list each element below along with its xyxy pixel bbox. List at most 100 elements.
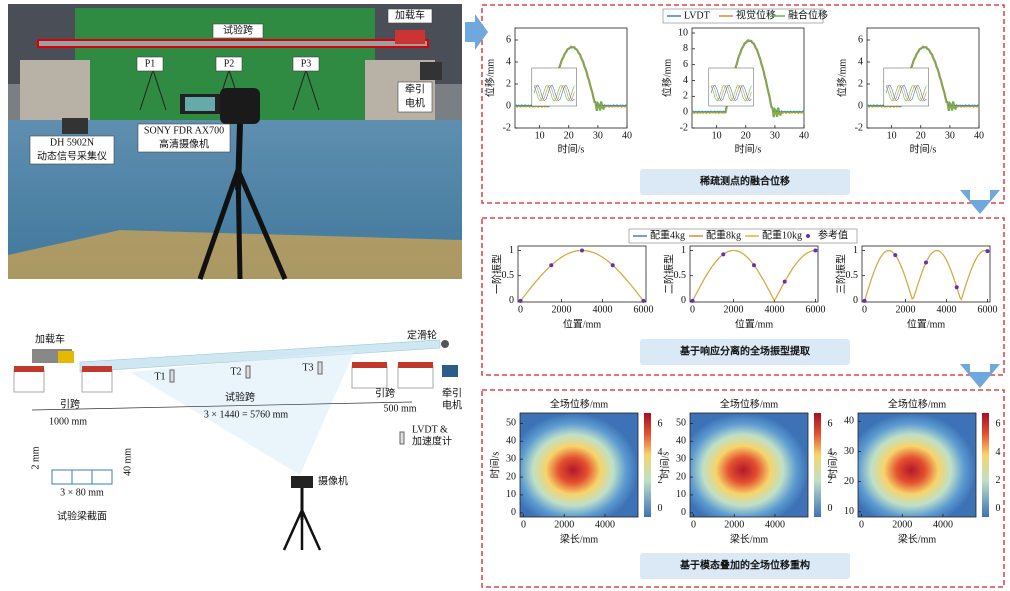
y-tick-label: 30 [506, 453, 516, 464]
x-axis-label: 梁长/mm [560, 532, 599, 545]
reference-point [641, 298, 646, 303]
caption: 基于模态叠加的全场位移重构 [679, 558, 810, 571]
label-box [136, 56, 164, 72]
plot-title: 全场位移/mm [720, 397, 779, 410]
y-tick-label: 0 [506, 100, 511, 111]
y-axis-label: 位移/mm [835, 59, 848, 98]
label: 动态信号采集仪 [37, 149, 107, 162]
y-tick-label: 2 [683, 91, 688, 102]
caption: 稀疏测点的融合位移 [700, 174, 790, 187]
x-axis-label: 时间/s [558, 142, 585, 155]
y-tick-label: 0 [511, 507, 516, 518]
label: 牵引 [405, 83, 425, 95]
y-tick-label: 6 [858, 34, 863, 45]
y-tick-label: 0 [509, 295, 514, 306]
x-tick-label: 10 [887, 130, 897, 141]
colorbar-tick: 6 [828, 419, 833, 430]
x-tick-label: 0 [859, 519, 864, 530]
label: 电机 [442, 398, 462, 411]
legend-label: 参考值 [818, 228, 848, 241]
legend-label: 配重8kg [706, 228, 741, 241]
x-axis-label: 时间/s [735, 142, 762, 155]
label: 摄像机 [318, 474, 348, 487]
plot-title: 全场位移/mm [888, 397, 947, 410]
target-label: T3 [302, 362, 313, 373]
y-axis-label: 一阶振型 [490, 254, 503, 294]
heatmap [690, 413, 808, 517]
plot-frame [866, 27, 980, 129]
legend-box [628, 228, 858, 244]
x-tick-label: 4000 [936, 304, 956, 315]
y-tick-label: 8 [683, 43, 688, 54]
inset-curve [533, 84, 575, 102]
colorbar-tick: 0 [996, 503, 1001, 514]
y-axis-label: 二阶振型 [662, 254, 675, 294]
legend-label: LVDT [684, 10, 710, 21]
x-tick-label: 20 [564, 130, 574, 141]
inset-curve [710, 85, 752, 102]
reference-point [813, 248, 818, 253]
x-tick-label: 2000 [554, 519, 574, 530]
label: 加载车 [35, 332, 65, 345]
y-tick-label: 1 [509, 245, 514, 256]
x-tick-label: 2000 [896, 304, 916, 315]
y-tick-label: 10 [506, 489, 516, 500]
mode-curve [864, 249, 988, 302]
x-tick-label: 2000 [552, 304, 572, 315]
inset-curve [885, 85, 927, 102]
lvdt-curve [692, 40, 804, 113]
y-tick-label: -2 [680, 122, 688, 133]
y-tick-label: 50 [676, 418, 686, 429]
x-tick-label: 6000 [977, 304, 997, 315]
label: 加载车 [395, 8, 425, 21]
reference-point [752, 263, 756, 268]
colorbar [814, 413, 821, 517]
x-tick-label: 4000 [933, 519, 953, 530]
colorbar [982, 413, 989, 517]
label-box [29, 135, 115, 165]
y-tick-label: 30 [844, 446, 854, 457]
x-axis-label: 位置/mm [735, 317, 774, 330]
colorbar-tick: 0 [828, 503, 833, 514]
legend-marker [806, 234, 810, 238]
caption: 基于响应分离的全场振型提取 [679, 344, 811, 357]
label-box [292, 56, 320, 72]
y-tick-label: 40 [506, 436, 516, 447]
label: 3 × 1440 = 5760 mm [204, 409, 289, 420]
x-tick-label: 2000 [892, 519, 912, 530]
colorbar-tick: 2 [828, 475, 833, 486]
label: 试验梁截面 [57, 509, 107, 522]
reference-point [954, 285, 959, 290]
y-tick-label: 50 [506, 418, 516, 429]
plot-frame [519, 412, 639, 518]
reference-point [549, 263, 554, 268]
label: LVDT & [412, 424, 448, 435]
y-tick-label: 0.5 [674, 270, 687, 281]
label: 500 mm [383, 403, 416, 414]
label-box [397, 81, 433, 113]
label: 电机 [405, 96, 425, 109]
colorbar-tick: 4 [828, 447, 833, 458]
plot-frame [689, 245, 819, 303]
y-tick-label: 40 [844, 416, 854, 427]
y-tick-label: 0.5 [502, 270, 515, 281]
y-tick-label: 0.5 [846, 270, 859, 281]
label: 牵引 [442, 387, 462, 399]
x-axis-label: 时间/s [910, 142, 937, 155]
label: SONY FDR AX700 [144, 125, 224, 136]
plot-frame [861, 245, 991, 303]
x-tick-label: 0 [691, 519, 696, 530]
x-tick-label: 4000 [592, 304, 612, 315]
y-tick-label: 0 [683, 106, 688, 117]
x-tick-label: 4000 [764, 304, 784, 315]
x-tick-label: 0 [862, 304, 867, 315]
mode-curve [692, 250, 816, 302]
label: 高清摄像机 [159, 137, 209, 150]
reference-point [924, 260, 928, 265]
y-axis-label: 位移/mm [483, 59, 496, 98]
inset-curve [710, 84, 752, 102]
x-axis-label: 位置/mm [563, 317, 602, 330]
reference-point [610, 263, 615, 268]
mode-curve [520, 250, 644, 302]
x-tick-label: 20 [741, 130, 751, 141]
